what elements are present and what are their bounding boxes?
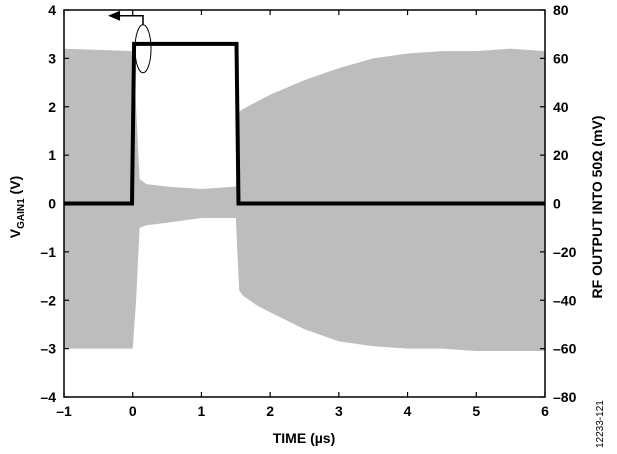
y-axis-left-title-sub: GAIN1 (16, 198, 27, 229)
y-left-tick-label: –3 (40, 341, 56, 357)
y-right-tick-label: 80 (553, 2, 569, 18)
y-axis-left-title-main: V (7, 228, 23, 238)
y-left-tick-label: 1 (48, 147, 56, 163)
x-tick-label: 2 (266, 403, 274, 419)
y-left-tick-label: –1 (40, 244, 56, 260)
y-left-tick-label: 3 (48, 50, 56, 66)
left-axis-indicator-arrow-head (108, 10, 121, 21)
y-axis-left-title: VGAIN1 (V) (7, 176, 27, 238)
x-tick-label: 1 (198, 403, 206, 419)
y-axis-right-title: RF OUTPUT INTO 50Ω (mV) (589, 116, 605, 299)
y-right-tick-label: 60 (553, 50, 569, 66)
axes: –1 0 1 2 3 4 5 6 4 3 2 1 0 –1 –2 –3 –4 80 60 40 20 0 –20 –40 –60… (40, 2, 576, 419)
y-right-tick-label: –20 (553, 244, 577, 260)
x-tick-label: 4 (404, 403, 412, 419)
x-axis-title: TIME (µs) (273, 430, 336, 446)
left-axis-indicator-arrow-line (120, 14, 144, 25)
figure-id: 12233-121 (595, 400, 606, 448)
x-tick-label: 0 (129, 403, 137, 419)
y-left-tick-label: 2 (48, 99, 56, 115)
x-tick-label: –1 (56, 403, 72, 419)
y-left-tick-label: 0 (48, 196, 56, 212)
x-tick-label: 5 (472, 403, 480, 419)
y-left-tick-label: –2 (40, 292, 56, 308)
y-right-tick-label: –60 (553, 341, 577, 357)
y-right-tick-label: 40 (553, 99, 569, 115)
y-axis-left-title-unit: (V) (7, 176, 23, 199)
x-tick-label: 3 (335, 403, 343, 419)
rf-output-envelope (64, 48, 545, 351)
left-axis-indicator-ellipse (134, 24, 152, 74)
vgain-pulse-line (64, 41, 545, 206)
y-left-tick-label: –4 (40, 389, 56, 405)
y-right-tick-label: 20 (553, 147, 569, 163)
y-right-tick-label: –80 (553, 389, 577, 405)
y-right-tick-label: 0 (553, 196, 561, 212)
plot-area (64, 10, 545, 351)
x-tick-label: 6 (541, 403, 549, 419)
y-left-tick-label: 4 (48, 2, 56, 18)
y-right-tick-label: –40 (553, 292, 577, 308)
